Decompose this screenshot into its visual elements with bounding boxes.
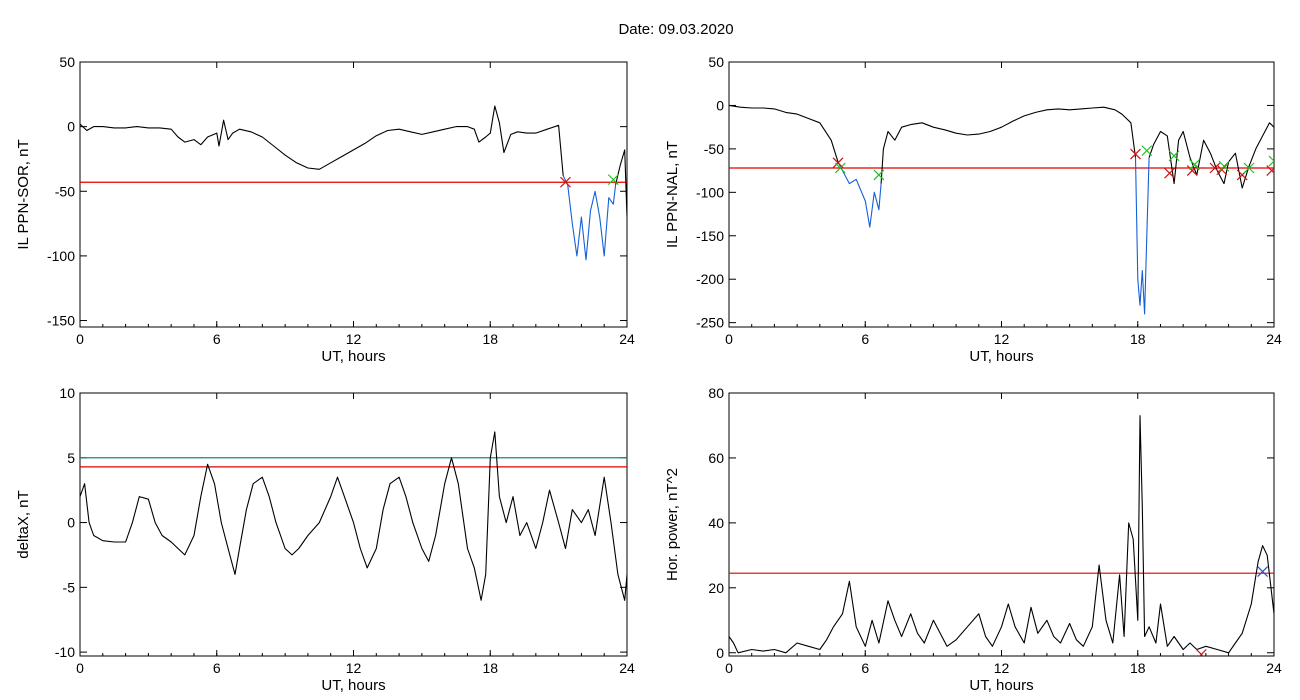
x-axis-label: UT, hours xyxy=(321,348,385,365)
marker xyxy=(873,169,885,181)
y-tick-label: 10 xyxy=(59,385,75,401)
series-line xyxy=(562,175,617,261)
marker xyxy=(1141,145,1153,157)
y-tick-label: -10 xyxy=(55,644,75,660)
y-tick-label: 0 xyxy=(716,97,724,113)
series-line xyxy=(1134,157,1150,315)
x-axis-label: UT, hours xyxy=(969,348,1033,365)
x-tick-label: 24 xyxy=(619,331,635,347)
series-line xyxy=(729,415,1274,654)
marker xyxy=(1268,155,1274,167)
series-line xyxy=(880,106,1137,184)
panel-ppn-nal: 0 6 12 18 24 50 0 -50 -100 -150 -200 -250 UT, hours I… xyxy=(664,54,1282,365)
y-tick-label: 50 xyxy=(708,54,724,70)
x-tick-label: 18 xyxy=(1130,331,1146,347)
y-tick-label: 0 xyxy=(716,645,724,661)
x-tick-label: 0 xyxy=(76,331,84,347)
y-tick-label: -250 xyxy=(696,315,724,331)
y-tick-label: -100 xyxy=(47,248,75,264)
x-axis-label: UT, hours xyxy=(969,677,1033,694)
marker xyxy=(1243,162,1255,174)
y-axis-label: Hor. power, nT^2 xyxy=(664,468,681,581)
marker xyxy=(1164,167,1175,179)
series-line xyxy=(1148,122,1274,189)
x-tick-label: 24 xyxy=(1266,660,1282,676)
y-tick-label: -5 xyxy=(63,579,76,595)
plot-area xyxy=(729,415,1274,656)
x-tick-label: 12 xyxy=(346,331,362,347)
marker xyxy=(607,174,619,186)
x-tick-label: 18 xyxy=(482,331,498,347)
date-title: Date: 09.03.2020 xyxy=(618,21,733,38)
y-tick-label: -100 xyxy=(696,184,724,200)
marker xyxy=(834,162,846,174)
x-tick-label: 6 xyxy=(213,660,221,676)
y-axis-label: IL PPN-NAL, nT xyxy=(664,141,681,248)
x-tick-label: 12 xyxy=(994,660,1010,676)
marker xyxy=(560,176,571,188)
y-tick-label: 60 xyxy=(708,450,724,466)
x-tick-label: 12 xyxy=(346,660,362,676)
x-axis-label: UT, hours xyxy=(321,677,385,694)
plot-area xyxy=(80,105,627,261)
x-tick-label: 6 xyxy=(213,331,221,347)
marker xyxy=(1257,566,1269,578)
y-tick-label: 0 xyxy=(67,119,75,135)
x-tick-label: 0 xyxy=(76,660,84,676)
panel-ppn-sor: 0 6 12 18 24 50 0 -50 -100 -150 UT, hours IL PPN-SO… xyxy=(15,54,635,365)
marker xyxy=(1209,162,1221,174)
marker xyxy=(1216,164,1228,176)
plot-area xyxy=(80,431,627,601)
plot-frame xyxy=(728,392,1275,657)
y-tick-label: -200 xyxy=(696,271,724,287)
y-tick-label: -150 xyxy=(47,313,75,329)
marker xyxy=(1130,148,1141,160)
x-tick-label: 24 xyxy=(619,660,635,676)
y-tick-label: -150 xyxy=(696,228,724,244)
plot-frame xyxy=(728,61,1275,328)
x-tick-label: 18 xyxy=(482,660,498,676)
x-tick-label: 0 xyxy=(725,660,733,676)
y-tick-label: 20 xyxy=(708,580,724,596)
panel-deltax: 0 6 12 18 24 10 5 0 -5 -10 UT, hours deltaX, nT xyxy=(15,385,635,694)
x-tick-label: 12 xyxy=(994,331,1010,347)
y-tick-label: 40 xyxy=(708,515,724,531)
x-tick-label: 18 xyxy=(1130,660,1146,676)
marker xyxy=(1186,165,1198,177)
y-tick-label: 5 xyxy=(67,450,75,466)
y-tick-label: -50 xyxy=(55,183,75,199)
marker xyxy=(1266,165,1274,177)
y-tick-label: 50 xyxy=(59,54,75,70)
x-tick-label: 6 xyxy=(861,331,869,347)
y-axis-label: IL PPN-SOR, nT xyxy=(15,139,32,249)
x-tick-label: 0 xyxy=(725,331,733,347)
series-line xyxy=(80,431,627,601)
panel-hor-power: 0 6 12 18 24 80 60 40 20 0 UT, hours Hor. power, nT… xyxy=(664,385,1282,694)
y-axis-label: deltaX, nT xyxy=(15,490,32,558)
marker xyxy=(1195,648,1207,656)
marker xyxy=(1189,159,1200,170)
plot-frame xyxy=(79,61,628,328)
y-tick-label: 80 xyxy=(708,385,724,401)
marker xyxy=(1218,160,1230,172)
y-tick-label: -50 xyxy=(704,141,724,157)
series-line xyxy=(837,161,882,228)
x-tick-label: 24 xyxy=(1266,331,1282,347)
marker xyxy=(1168,150,1180,162)
series-line xyxy=(729,104,839,163)
plot-area xyxy=(729,104,1274,315)
series-line xyxy=(80,105,564,176)
y-tick-label: 0 xyxy=(67,515,75,531)
x-tick-label: 6 xyxy=(861,660,869,676)
